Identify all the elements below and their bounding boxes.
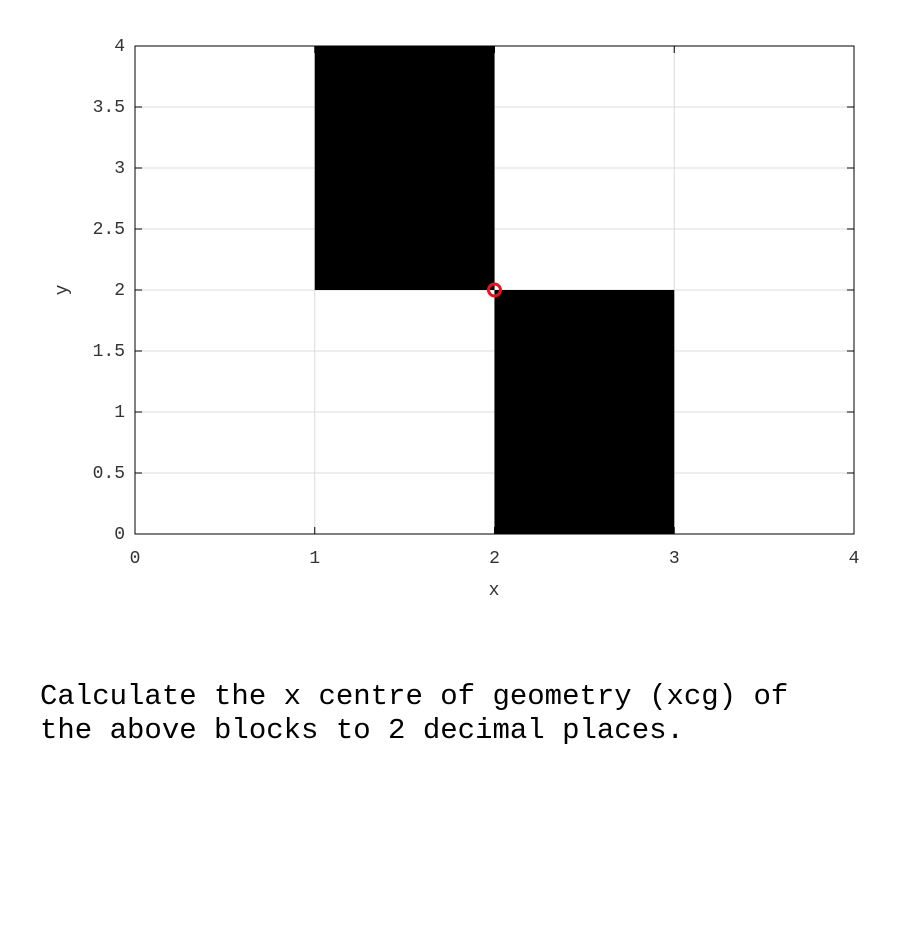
y-axis-label: y — [53, 284, 73, 295]
y-tick-label: 4 — [114, 37, 125, 57]
x-tick-label: 1 — [309, 549, 320, 569]
x-axis-label: x — [489, 581, 500, 601]
x-tick-label: 0 — [130, 549, 141, 569]
x-tick-label: 3 — [669, 549, 680, 569]
block — [494, 290, 675, 534]
y-tick-label: 0.5 — [93, 464, 125, 484]
y-tick-label: 1.5 — [93, 342, 125, 362]
y-tick-label: 3 — [114, 159, 125, 179]
question-text: Calculate the x centre of geometry (xcg)… — [40, 680, 789, 747]
x-tick-label: 2 — [489, 549, 500, 569]
chart: x y 0 1 2 3 4 0 0.5 1 1.5 2 2.5 3 3.5 4 — [53, 37, 860, 601]
point-marker — [487, 282, 502, 298]
y-tick-label: 2.5 — [93, 220, 125, 240]
y-tick-label: 0 — [114, 525, 125, 545]
y-tick-label: 1 — [114, 403, 125, 423]
block — [314, 46, 495, 290]
y-tick-label: 3.5 — [93, 98, 125, 118]
x-tick-label: 4 — [849, 549, 860, 569]
y-tick-label: 2 — [114, 281, 125, 301]
